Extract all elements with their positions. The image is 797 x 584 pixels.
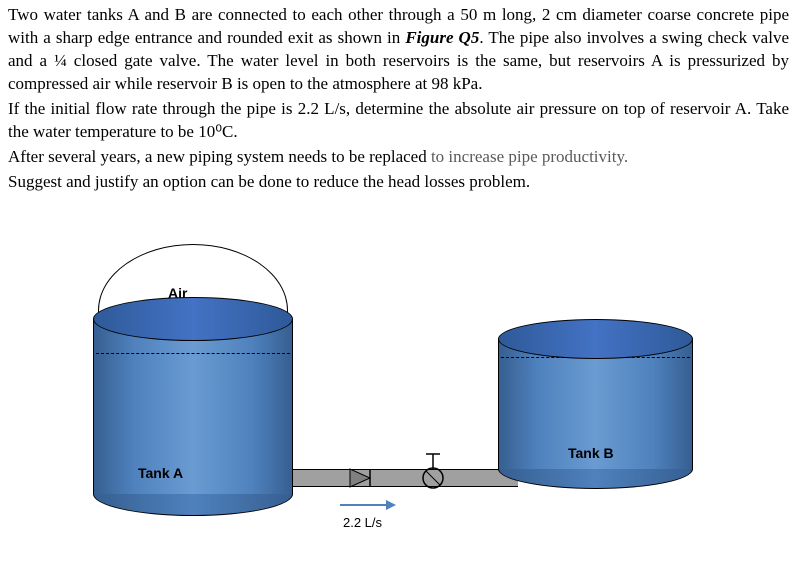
tank-a-body	[93, 319, 293, 494]
paragraph-3: After several years, a new piping system…	[8, 146, 789, 169]
figure-q5: Air Tank A Tank B	[8, 224, 788, 554]
gate-valve-icon	[418, 452, 448, 492]
paragraph-1: Two water tanks A and B are connected to…	[8, 4, 789, 96]
text: After several years, a new piping system…	[8, 147, 431, 166]
figure-reference: Figure Q5	[405, 28, 479, 47]
tank-a-label: Tank A	[138, 464, 183, 483]
paragraph-4: Suggest and justify an option can be don…	[8, 171, 789, 194]
tank-a	[93, 319, 293, 494]
water-level-line-a	[96, 353, 290, 354]
pipe	[278, 469, 518, 487]
tank-b-label: Tank B	[568, 444, 614, 463]
problem-statement: Two water tanks A and B are connected to…	[8, 4, 789, 194]
paragraph-2: If the initial flow rate through the pip…	[8, 98, 789, 144]
flow-rate-label: 2.2 L/s	[343, 514, 382, 532]
tank-a-top	[93, 297, 293, 341]
tank-b-top	[498, 319, 693, 359]
check-valve-icon	[348, 467, 374, 489]
muted-text: to increase pipe productivity.	[431, 147, 628, 166]
flow-arrow-icon	[338, 496, 398, 510]
